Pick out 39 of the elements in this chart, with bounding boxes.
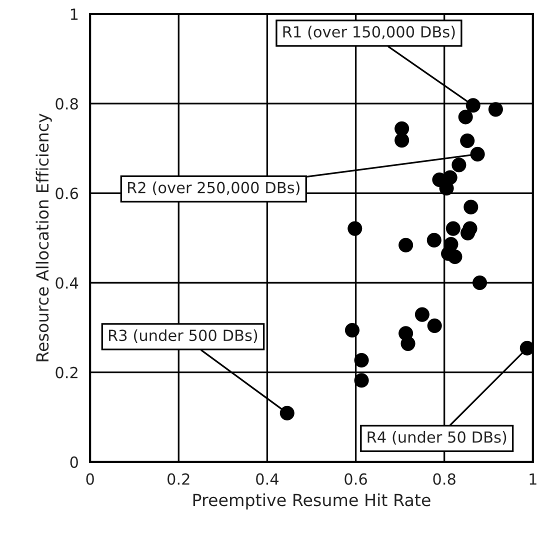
point [460, 133, 475, 148]
y-tick-label: 0.6 [56, 188, 78, 200]
point [452, 158, 466, 172]
point [488, 102, 503, 117]
point [426, 232, 442, 248]
point [472, 275, 488, 290]
y-tick-label: 0.4 [56, 277, 78, 289]
point [394, 133, 410, 148]
annotation: R3 (under 500 DBs) [109, 329, 258, 343]
y-axis-title: Resource Allocation Efficiency [36, 114, 52, 362]
point [458, 110, 473, 124]
y-tick-label: 0.8 [56, 98, 78, 110]
x-tick-label: 1 [530, 474, 536, 485]
point [446, 221, 460, 236]
x-tick-label: 0 [86, 473, 94, 485]
annotation: R4 (under 50 DBs) [368, 431, 506, 445]
point [398, 238, 414, 252]
point [280, 406, 294, 420]
point [344, 322, 360, 338]
point [348, 221, 362, 236]
annotation: R2 (over 250,000 DBs) [128, 182, 300, 196]
point [414, 307, 430, 322]
x-tick-label: 0.2 [168, 473, 190, 485]
x-axis-title: Preemptive Resume Hit Rate [193, 493, 430, 510]
y-tick-label: 0 [70, 456, 78, 468]
annotation: R1 (over 150,000 DBs) [283, 26, 455, 40]
y-tick-label: 1 [70, 8, 78, 20]
point [354, 352, 369, 368]
point [400, 336, 416, 351]
y-tick-label: 0.2 [56, 366, 78, 378]
point [448, 249, 462, 264]
point [460, 226, 476, 240]
point [427, 318, 442, 334]
x-tick-label: 0.6 [344, 473, 367, 485]
x-tick-label: 0.8 [433, 473, 456, 485]
point [464, 200, 478, 214]
x-tick-label: 0.4 [256, 473, 279, 485]
point [520, 340, 533, 356]
point [354, 373, 369, 388]
